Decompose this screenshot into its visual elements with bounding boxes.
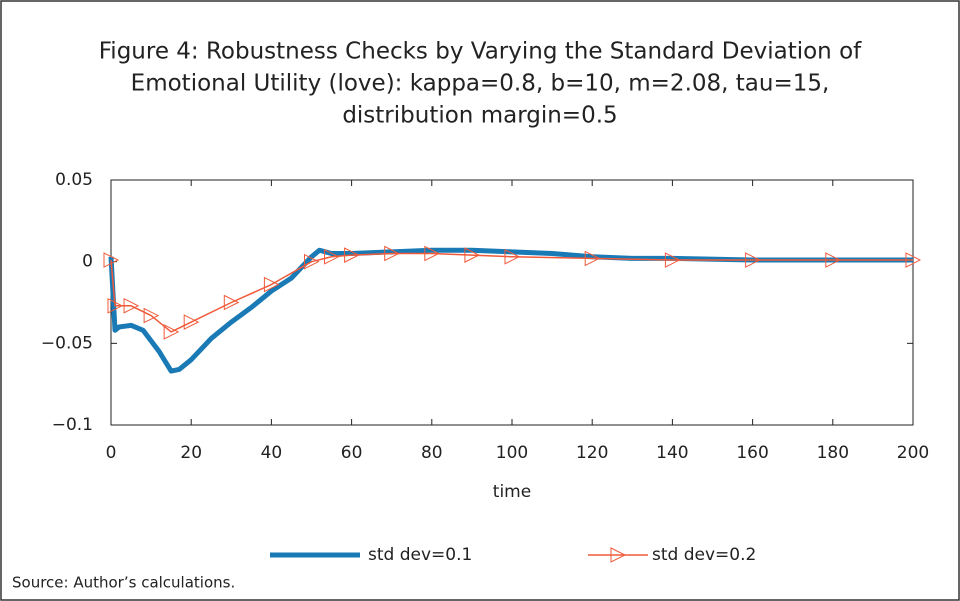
marker (263, 276, 280, 293)
source-note: Source: Author’s calculations. (12, 574, 235, 592)
legend-label: std dev=0.2 (652, 545, 756, 565)
marker (223, 294, 240, 311)
marker (464, 247, 481, 263)
marker (905, 252, 922, 268)
marker (825, 252, 841, 268)
marker (664, 252, 681, 268)
series-line (110, 252, 913, 333)
series-line (108, 247, 913, 374)
y-tick-label: −0.1 (52, 415, 93, 435)
x-tick-label: 80 (421, 443, 443, 463)
marker (143, 307, 160, 324)
marker (424, 245, 440, 262)
x-tick-label: 20 (180, 443, 202, 463)
x-tick-label: 180 (817, 443, 849, 463)
legend-label: std dev=0.1 (368, 545, 472, 565)
marker (163, 324, 180, 340)
x-tick-label: 40 (261, 443, 283, 463)
marker (584, 250, 601, 267)
marker (384, 245, 400, 262)
marker (103, 252, 120, 268)
x-tick-label: 140 (656, 443, 688, 463)
marker (183, 314, 200, 330)
marker (304, 253, 320, 270)
x-tick-label: 120 (576, 443, 608, 463)
marker (344, 247, 360, 263)
y-tick-label: −0.05 (41, 333, 93, 353)
legend-marker (610, 547, 627, 563)
chart-title: Emotional Utility (love): kappa=0.8, b=1… (131, 71, 830, 97)
chart-title: Figure 4: Robustness Checks by Varying t… (99, 39, 862, 65)
y-tick-label: 0.05 (55, 170, 93, 190)
marker (107, 297, 124, 314)
x-tick-label: 160 (736, 443, 768, 463)
x-tick-label: 60 (341, 443, 363, 463)
marker (745, 252, 761, 268)
x-tick-label: 100 (496, 443, 528, 463)
y-tick-label: 0 (82, 252, 93, 272)
x-tick-label: 200 (897, 443, 929, 463)
marker (123, 297, 140, 314)
marker (324, 248, 340, 265)
chart-title: distribution margin=0.5 (342, 103, 617, 129)
marker (504, 248, 521, 265)
x-tick-label: 0 (106, 443, 117, 463)
x-axis-label: time (493, 482, 531, 502)
